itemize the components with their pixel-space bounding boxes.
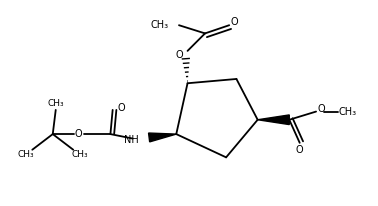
Text: NH: NH (124, 135, 139, 145)
Text: CH₃: CH₃ (339, 107, 357, 117)
Text: CH₃: CH₃ (47, 99, 64, 108)
Text: CH₃: CH₃ (71, 150, 88, 159)
Text: O: O (296, 145, 304, 155)
Polygon shape (149, 133, 176, 142)
Text: O: O (118, 103, 125, 113)
Text: O: O (231, 17, 239, 27)
Text: O: O (75, 129, 83, 139)
Text: CH₃: CH₃ (18, 150, 34, 159)
Polygon shape (258, 115, 289, 125)
Text: O: O (317, 104, 325, 114)
Text: O: O (175, 50, 183, 60)
Text: CH₃: CH₃ (150, 20, 169, 30)
